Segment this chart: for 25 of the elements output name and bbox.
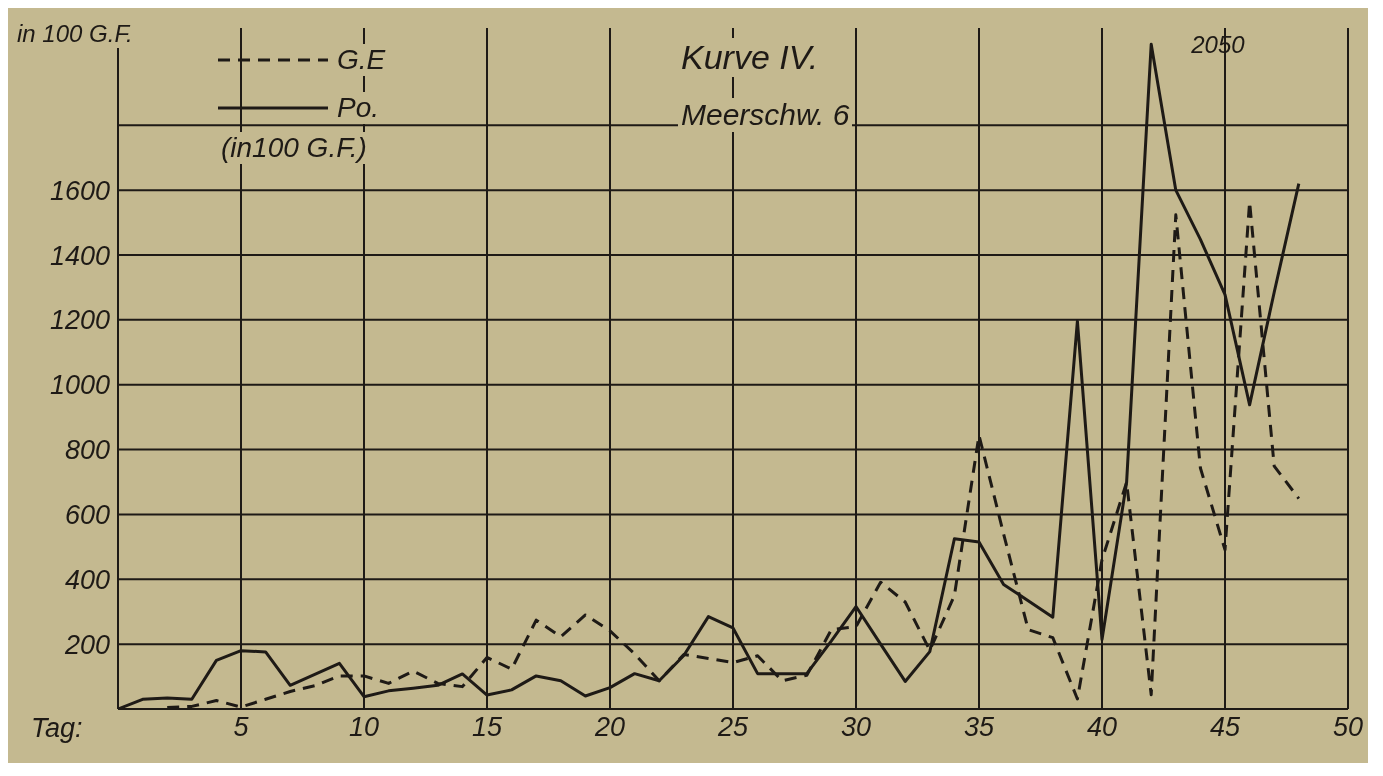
chart-title: Kurve IV. [678, 38, 822, 77]
x-tick-label: 25 [716, 712, 749, 743]
legend-label: G.E [334, 44, 389, 76]
x-tick-label: 10 [348, 712, 380, 743]
x-tick-label: 15 [471, 712, 503, 743]
y-tick-label: 1400 [49, 240, 110, 271]
x-tick-label: 35 [963, 712, 995, 743]
text: Meerschw. 6 [678, 98, 853, 132]
x-tick-label: 40 [1086, 712, 1118, 743]
x-tick-label: 30 [840, 712, 872, 743]
x-tick-label: 50 [1332, 712, 1364, 743]
x-tick-label: 45 [1209, 712, 1241, 743]
x-tick-label: 5 [233, 712, 250, 743]
y-tick-label: 400 [64, 564, 110, 595]
y-tick-label: 1600 [49, 175, 110, 206]
legend-label: Po. [334, 92, 383, 124]
y-tick-label: 200 [63, 629, 110, 660]
x-axis-title: Tag: [28, 713, 86, 744]
y-tick-label: 600 [64, 500, 110, 531]
y-tick-label: 1000 [49, 370, 110, 401]
y-tick-label: 1200 [49, 305, 110, 336]
x-tick-label: 20 [593, 712, 626, 743]
y-axis-title: in 100 G.F. [14, 20, 136, 48]
y-tick-label: 800 [64, 435, 110, 466]
annotation: (in100 G.F.) [218, 132, 370, 164]
